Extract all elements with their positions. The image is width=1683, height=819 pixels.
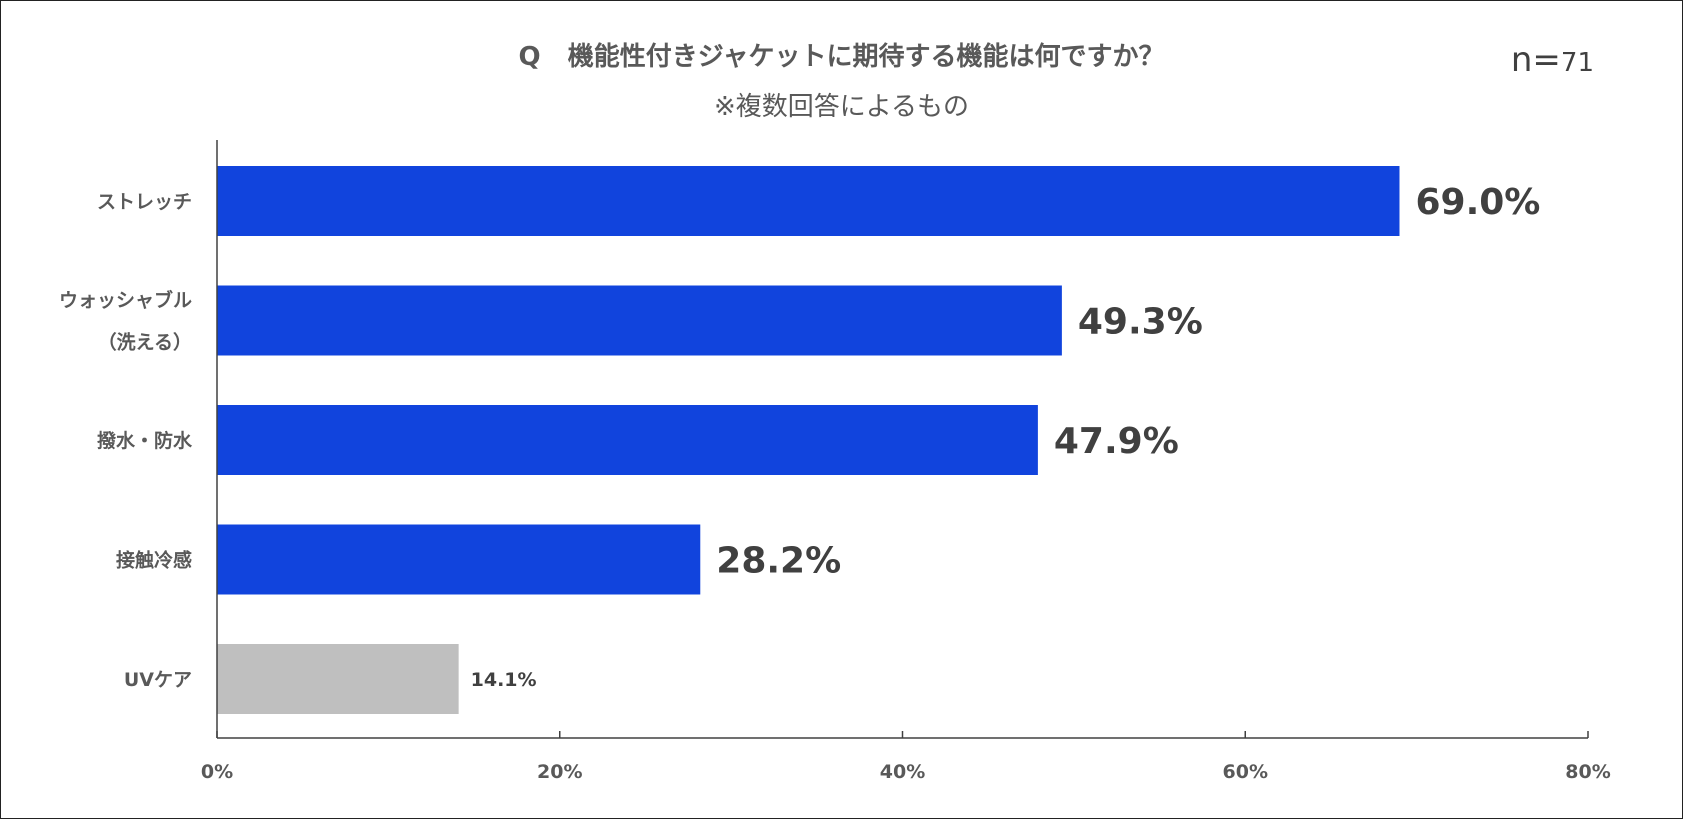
bar [217,166,1400,236]
category-label: 接触冷感 [116,549,192,572]
bar [217,405,1038,475]
category-label: （洗える） [98,331,192,354]
data-label: 47.9% [1054,421,1179,462]
data-label: 28.2% [716,541,841,582]
bar [217,644,459,714]
category-label: UVケア [124,669,192,691]
category-label: 撥水・防水 [97,429,193,452]
x-tick-label: 60% [1223,761,1268,783]
x-tick-label: 40% [880,761,925,783]
data-label: 49.3% [1078,302,1203,343]
bar [217,524,701,595]
category-label: ウォッシャブル [59,289,192,312]
data-label: 14.1% [471,669,537,691]
data-label: 69.0% [1415,182,1540,223]
category-label: ストレッチ [97,191,192,213]
x-tick-label: 20% [537,761,582,783]
chart-title: Q 機能性付きジャケットに期待する機能は何ですか？ [518,42,1165,72]
sample-size: n=71 [1511,40,1594,80]
sample-size-prefix: n= [1510,40,1561,80]
x-tick-label: 0% [201,761,233,783]
x-tick-label: 80% [1565,761,1610,783]
chart-subtitle: ※複数回答によるもの [713,92,969,122]
bar [217,285,1062,356]
sample-size-value: 71 [1560,48,1594,78]
